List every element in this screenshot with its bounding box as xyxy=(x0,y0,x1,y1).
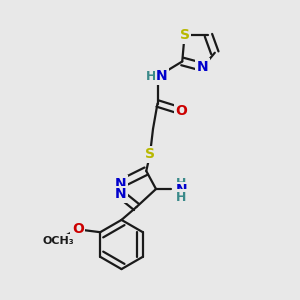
Text: N: N xyxy=(156,70,168,83)
Text: N: N xyxy=(115,188,127,201)
Text: S: S xyxy=(145,148,155,161)
Text: O: O xyxy=(176,104,188,118)
Text: N: N xyxy=(197,60,209,74)
Text: S: S xyxy=(179,28,190,42)
Text: H: H xyxy=(176,177,187,190)
Text: O: O xyxy=(72,222,84,236)
Text: H: H xyxy=(176,191,187,204)
Text: N: N xyxy=(176,184,187,197)
Text: OCH₃: OCH₃ xyxy=(42,236,74,246)
Text: N: N xyxy=(115,177,127,190)
Text: H: H xyxy=(146,70,156,83)
